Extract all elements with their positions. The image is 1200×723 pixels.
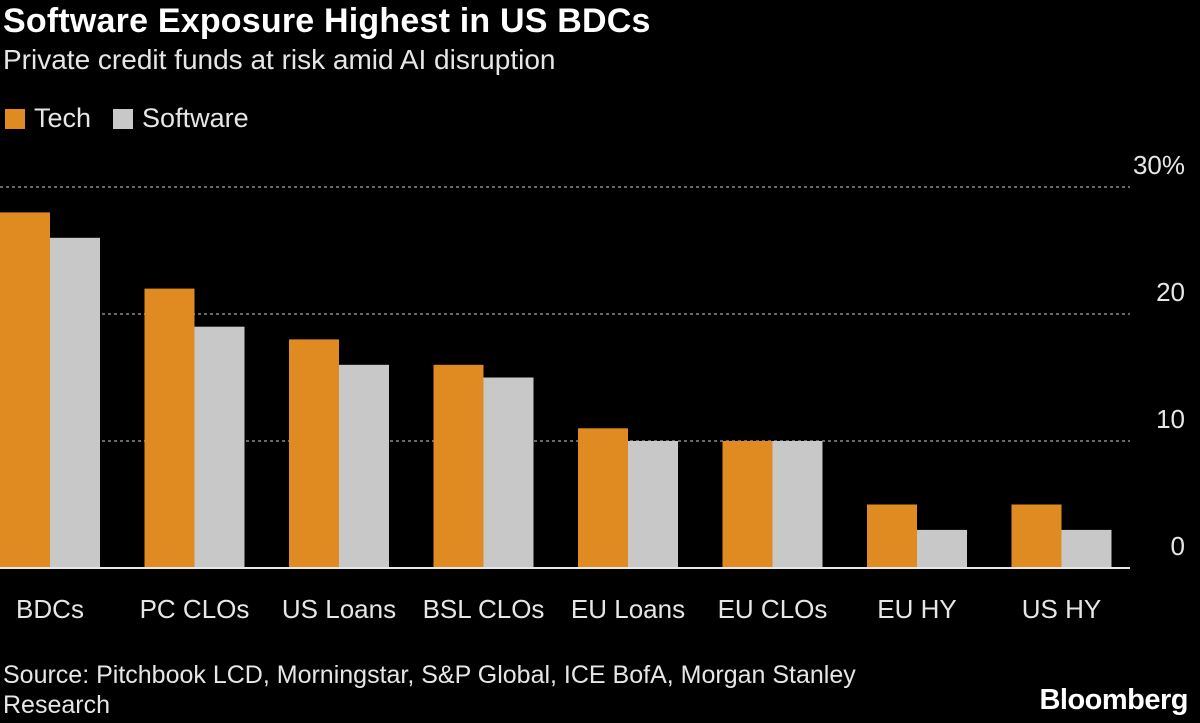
bar-tech [0,212,50,568]
bar-tech [578,428,628,568]
legend-label-software: Software [142,103,249,133]
x-tick-label: EU CLOs [718,594,828,624]
x-tick-label: US HY [1022,594,1101,624]
bar-software [772,441,823,568]
legend: Tech Software [5,103,271,134]
chart-subtitle: Private credit funds at risk amid AI dis… [3,44,556,75]
bar-tech [433,364,484,568]
bar-software [1061,529,1112,568]
y-tick-label: 30% [1133,150,1185,180]
x-tick-label: EU Loans [571,594,685,624]
bar-software [917,529,967,568]
source-note: Source: Pitchbook LCD, Morningstar, S&P … [3,661,856,719]
y-tick-label: 10 [1156,404,1185,434]
legend-item-software: Software [113,103,249,134]
legend-item-tech: Tech [5,103,91,134]
x-tick-label: BDCs [16,594,84,624]
x-tick-label: EU HY [877,594,956,624]
bar-tech [144,288,195,568]
bar-software [194,326,245,568]
legend-label-tech: Tech [34,103,92,133]
x-tick-label: BSL CLOs [423,594,545,624]
y-tick-label: 0 [1171,531,1185,561]
bar-tech [722,441,773,568]
bar-tech [289,339,339,568]
legend-swatch-software [113,108,134,129]
bar-software [339,364,389,568]
bar-tech [1011,504,1062,568]
legend-swatch-tech [5,108,25,129]
x-tick-label: PC CLOs [140,594,250,624]
bar-software [50,237,100,569]
x-tick-label: US Loans [282,594,396,624]
bar-software [628,441,678,568]
y-tick-label: 20 [1156,277,1185,307]
bar-tech [867,504,917,568]
bar-software [483,377,534,568]
bloomberg-logo: Bloomberg [1039,684,1188,716]
chart-title: Software Exposure Highest in US BDCs [3,2,651,40]
